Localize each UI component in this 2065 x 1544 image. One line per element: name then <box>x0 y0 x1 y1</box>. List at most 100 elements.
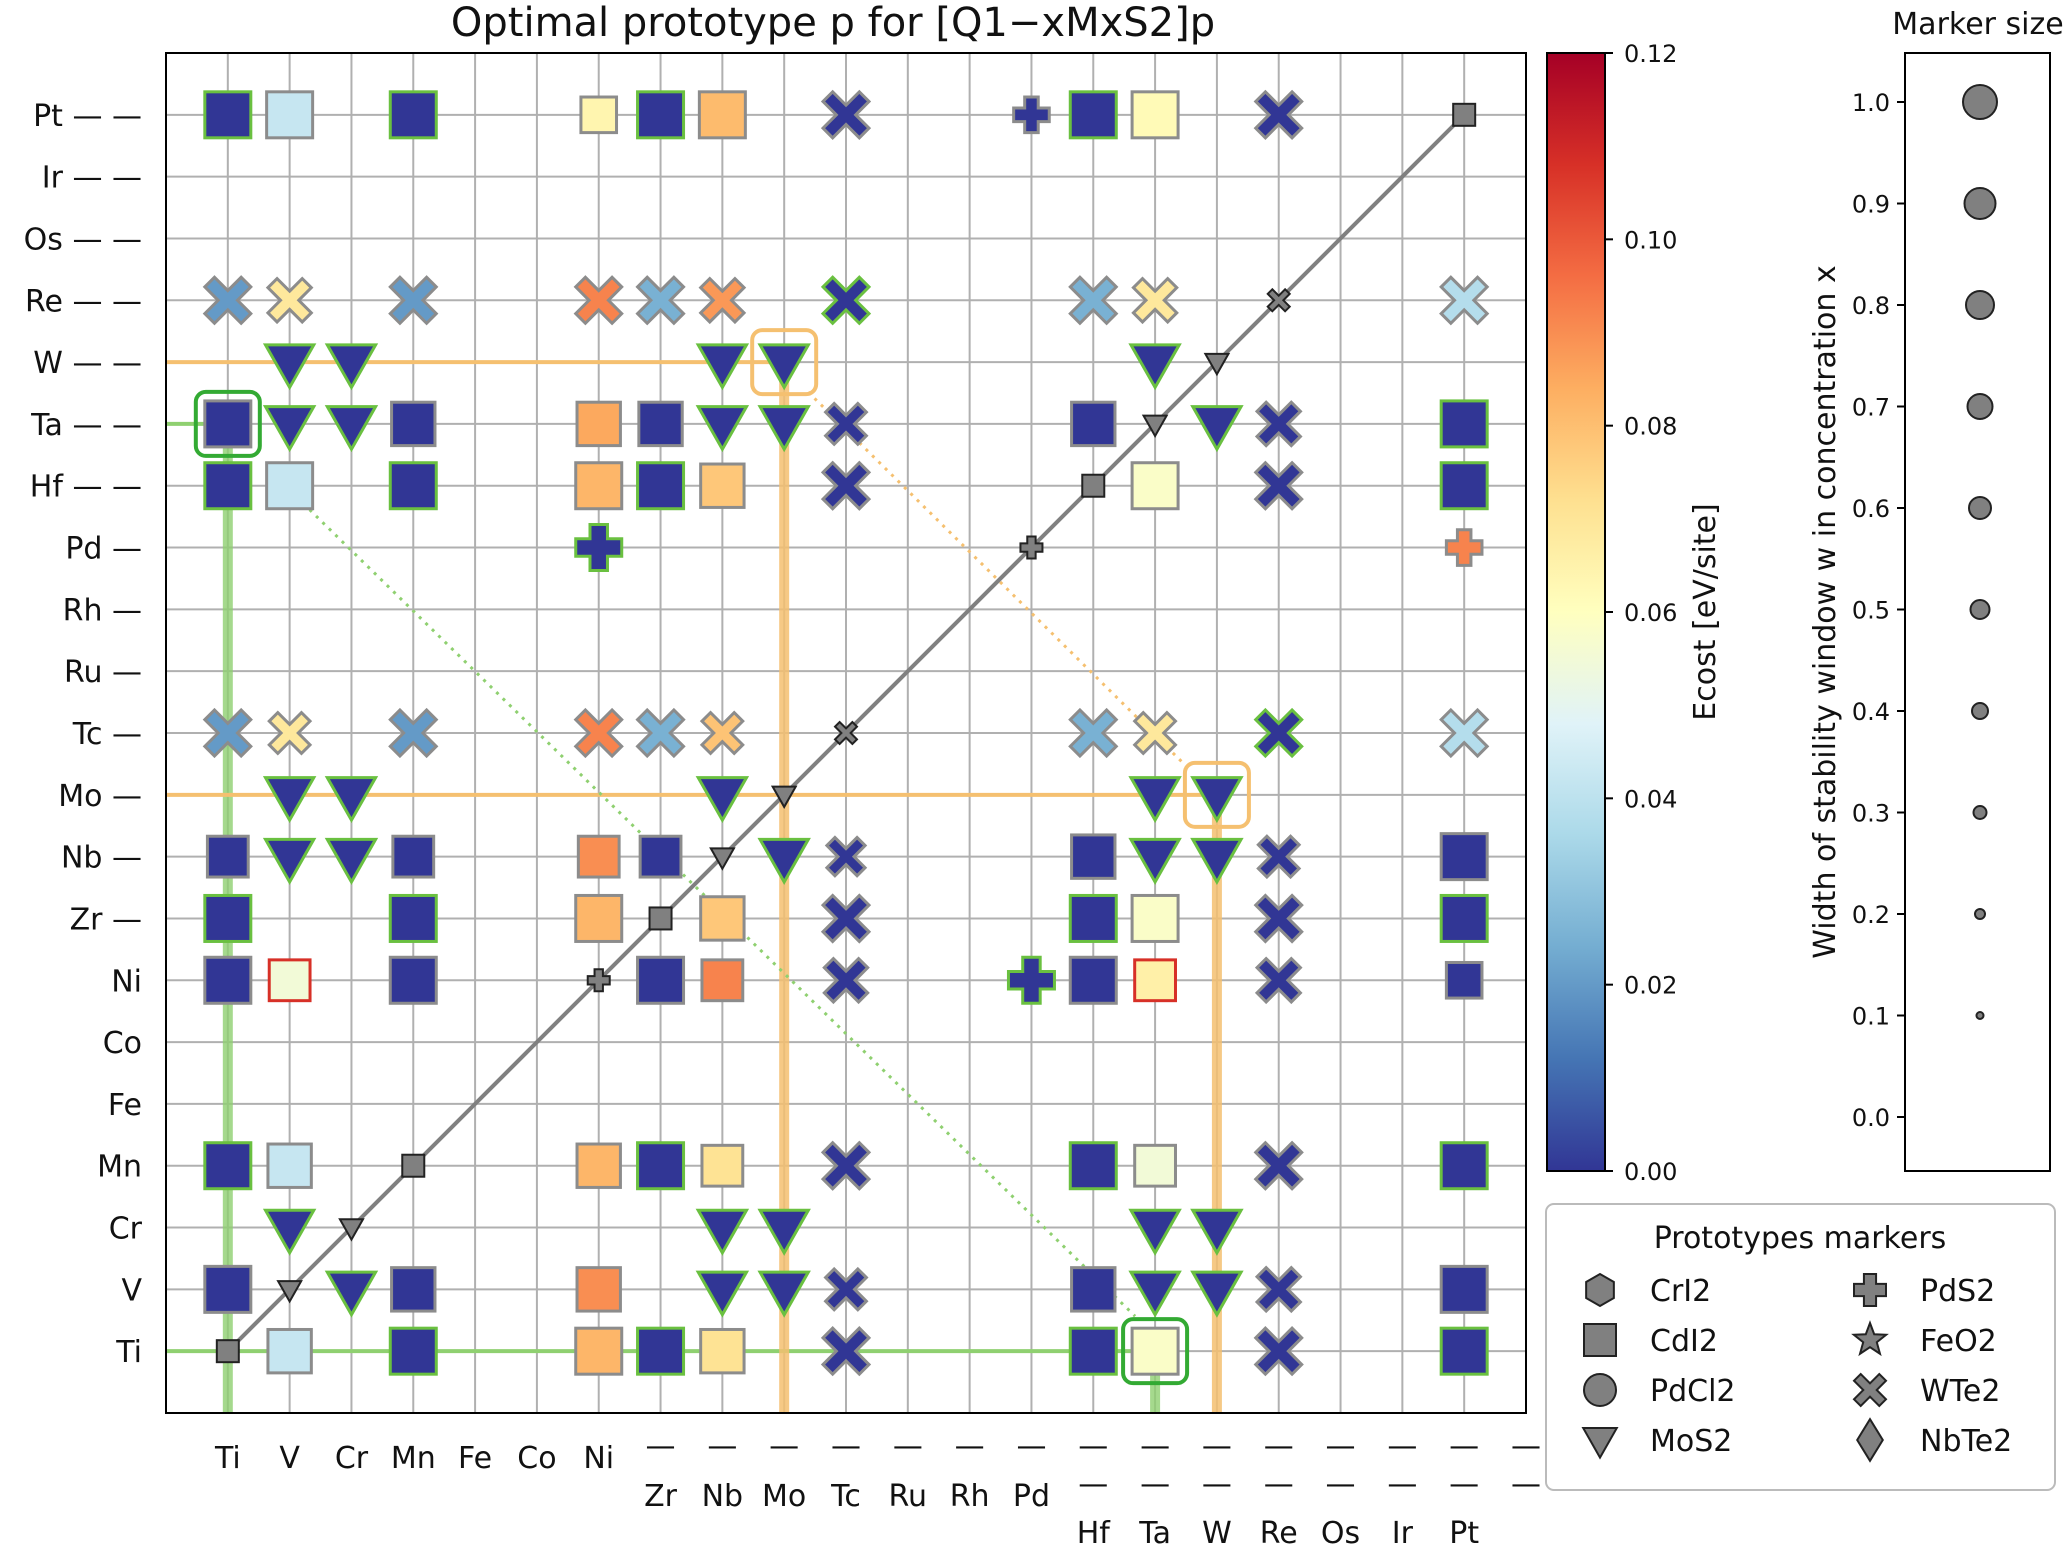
x-tick-label: — <box>707 1429 737 1464</box>
x-tick-label: Pt <box>1449 1516 1479 1544</box>
x-tick-label: — <box>1264 1467 1294 1502</box>
marker-triangle <box>324 405 379 453</box>
colorbar-tick-label: 0.06 <box>1624 599 1677 627</box>
plot-frame <box>165 52 1527 1414</box>
prototype-legend-items: CrI2 CdI2 PdCl2 MoS2 PdS2 FeO2 WTe2 NbTe2 <box>1581 1272 2012 1463</box>
x-tick-label: — <box>646 1429 676 1464</box>
marker-plus <box>1444 528 1484 567</box>
colorbar-tick-label: 0.10 <box>1624 226 1677 254</box>
legend-x-icon <box>1852 1372 1888 1408</box>
marker-square <box>266 1142 313 1189</box>
marker-triangle <box>757 343 811 391</box>
marker-triangle <box>324 776 379 824</box>
x-tick-label: Co <box>517 1441 556 1476</box>
size-marker <box>1968 496 1992 520</box>
y-tick-label: Fe <box>108 1088 142 1123</box>
x-tick-label: — <box>1202 1429 1232 1464</box>
marker-square <box>1070 400 1117 448</box>
marker-size-frame <box>1904 52 2051 1172</box>
x-tick-label: Cr <box>335 1441 369 1476</box>
legend-star-icon <box>1851 1320 1889 1357</box>
marker-square <box>1068 893 1118 943</box>
marker-square <box>1070 833 1117 880</box>
marker-square <box>1130 90 1180 140</box>
colorbar-tick-label: 0.00 <box>1624 1158 1677 1186</box>
marker-triangle <box>1190 837 1244 885</box>
prototype-legend-title: Prototypes markers <box>1654 1221 1947 1256</box>
colorbar-label: Ecost [eV/site] <box>1688 503 1723 720</box>
marker-triangle <box>1190 1208 1244 1256</box>
x-tick-label: W <box>1202 1516 1232 1544</box>
marker-triangle <box>1203 352 1231 377</box>
x-tick-label: — <box>1264 1429 1294 1464</box>
marker-square <box>576 834 621 879</box>
size-marker <box>1969 599 1991 620</box>
legend-label: MoS2 <box>1650 1424 1732 1459</box>
x-tick-labels: Ti V Cr Mn Fe Co Ni — — — — — — — — — — — — — — —Zr Nb Mo Tc Ru Rh… <box>214 1429 1541 1544</box>
x-tick-label: Hf <box>1077 1516 1112 1544</box>
size-tick-label: 1.0 <box>1852 89 1890 117</box>
x-tick-label: — <box>955 1429 985 1464</box>
legend-diamond-icon <box>1856 1417 1884 1463</box>
marker-x <box>820 1326 872 1377</box>
marker-square <box>1068 90 1118 140</box>
marker-triangle <box>262 776 317 824</box>
x-tick-label: — <box>1511 1429 1541 1464</box>
x-tick-label: Ir <box>1392 1516 1414 1544</box>
y-tick-labels: Ti V Cr Mn Fe Co Ni Zr — Nb — Mo — Tc — Ru — Rh — Pd … <box>24 99 143 1370</box>
x-tick-label: Ta <box>1138 1516 1171 1544</box>
marker-square <box>699 462 746 509</box>
prototype-legend: Prototypes markers CrI2 CdI2 PdCl2 MoS2 PdS2… <box>1545 1203 2056 1491</box>
colorbar-tick-label: 0.02 <box>1624 972 1677 1000</box>
marker-size-axis-label: Width of stability window w in concentra… <box>1808 265 1843 958</box>
marker-triangle <box>1128 837 1182 885</box>
legend-label: CrI2 <box>1650 1274 1711 1309</box>
marker-size-items: 1.0 0.9 0.8 0.7 0.6 0.5 0.4 0.3 0.2 0.1 0.0 <box>1852 84 1998 1132</box>
marker-x <box>1068 275 1119 326</box>
marker-x <box>388 275 439 326</box>
x-tick-label: Rh <box>950 1479 990 1514</box>
chart-title: Optimal prototype p for [Q1−xMxS2]p <box>451 0 1215 46</box>
colorbar-tick-label: 0.04 <box>1624 785 1677 813</box>
x-tick-label: Zr <box>644 1479 678 1514</box>
markers <box>202 89 1490 1377</box>
x-tick-label: — <box>893 1429 923 1464</box>
size-marker <box>1971 702 1989 720</box>
marker-square <box>203 893 253 943</box>
x-tick-label: Fe <box>458 1441 492 1476</box>
marker-triangle <box>757 405 811 453</box>
x-tick-label: — <box>1449 1429 1479 1464</box>
x-tick-label: — <box>1449 1467 1479 1502</box>
marker-triangle <box>1141 414 1169 439</box>
marker-x <box>267 710 313 756</box>
marker-square <box>574 461 624 511</box>
marker-x <box>820 893 872 944</box>
marker-square <box>1070 1266 1117 1313</box>
marker-square <box>391 834 436 879</box>
marker-x <box>824 835 868 878</box>
size-marker <box>1975 1011 1985 1020</box>
marker-square <box>1130 1326 1180 1376</box>
marker-x <box>202 275 253 326</box>
marker-triangle <box>695 405 750 453</box>
marker-triangle <box>695 1208 750 1256</box>
marker-square <box>638 834 683 879</box>
marker-plus <box>1019 535 1044 560</box>
marker-triangle <box>324 1270 379 1318</box>
size-marker <box>1962 84 1998 120</box>
marker-square <box>1133 958 1177 1003</box>
y-tick-label: Nb — <box>61 841 142 876</box>
marker-triangle <box>1128 343 1182 391</box>
marker-square <box>1068 955 1118 1005</box>
x-tick-label: Tc <box>830 1479 861 1514</box>
marker-triangle <box>338 1218 365 1242</box>
marker-square <box>700 958 745 1003</box>
marker-x <box>820 275 872 326</box>
marker-triangle <box>695 343 750 391</box>
marker-triangle <box>757 1208 811 1256</box>
legend-plus-icon <box>1853 1273 1887 1307</box>
x-tick-label: Mn <box>391 1441 436 1476</box>
marker-triangle <box>757 1270 811 1318</box>
marker-plus <box>574 523 624 573</box>
